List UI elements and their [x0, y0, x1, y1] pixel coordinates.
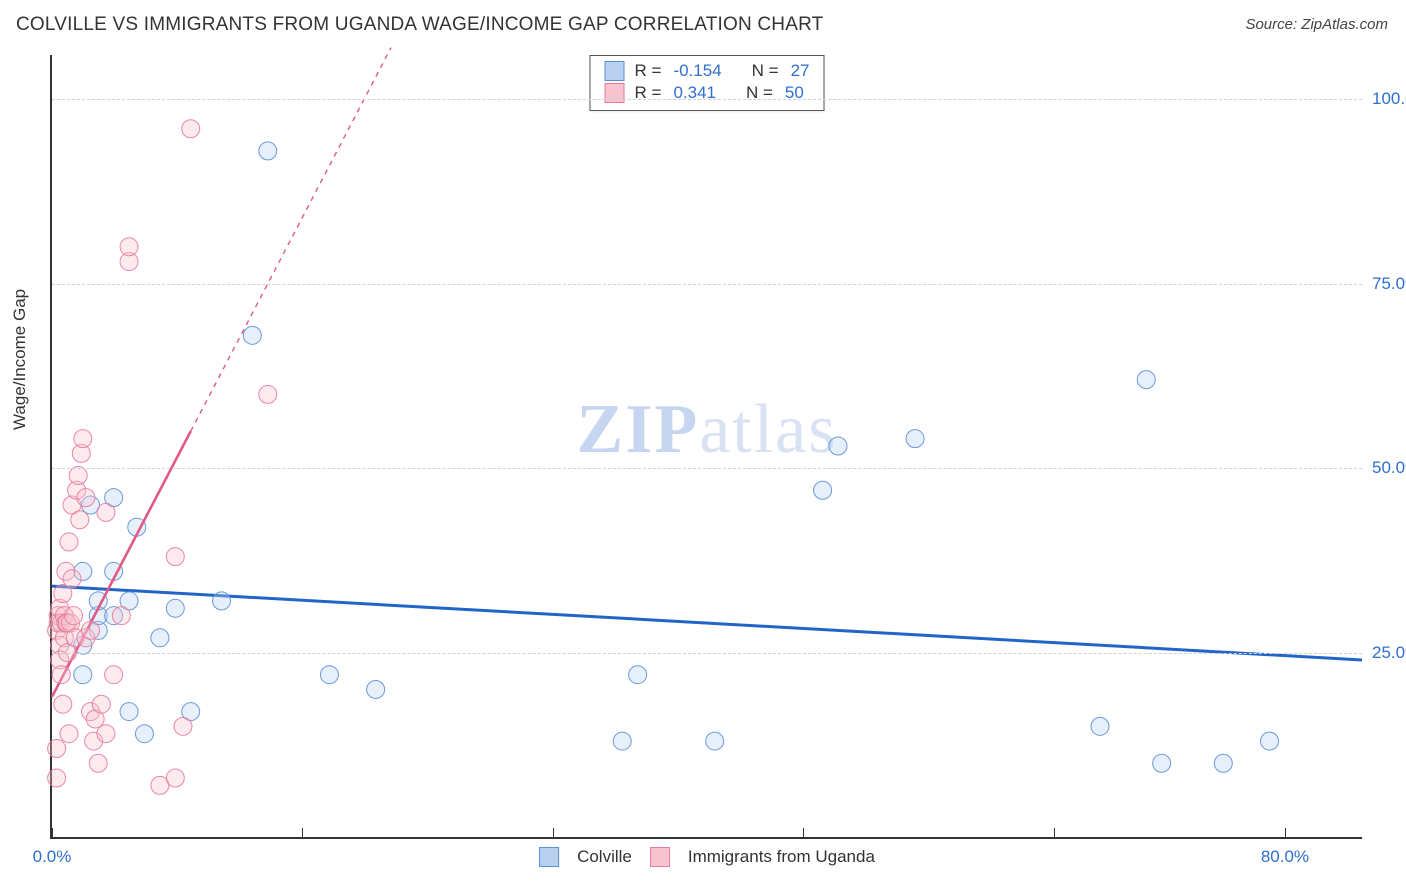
point-colville	[213, 592, 231, 610]
corr-r-label: R =	[635, 82, 662, 104]
point-uganda	[112, 607, 130, 625]
point-uganda	[97, 503, 115, 521]
point-uganda	[54, 695, 72, 713]
x-tick	[553, 828, 554, 838]
y-gridline	[52, 284, 1362, 285]
point-uganda	[74, 430, 92, 448]
corr-n-colville: 27	[791, 60, 810, 82]
point-colville	[1091, 717, 1109, 735]
point-colville	[1137, 371, 1155, 389]
point-colville	[829, 437, 847, 455]
x-tick	[1285, 828, 1286, 838]
point-colville	[1153, 754, 1171, 772]
series-label-uganda: Immigrants from Uganda	[688, 847, 875, 867]
corr-row-colville: R = -0.154 N = 27	[605, 60, 810, 82]
point-uganda	[105, 666, 123, 684]
point-uganda	[97, 725, 115, 743]
point-colville	[151, 629, 169, 647]
plot-area: ZIPatlas R = -0.154 N = 27 R = 0.341 N =…	[50, 55, 1362, 839]
point-colville	[135, 725, 153, 743]
point-uganda	[166, 548, 184, 566]
y-tick-label: 75.0%	[1372, 274, 1406, 294]
scatter-svg	[52, 55, 1362, 837]
x-tick	[52, 828, 53, 838]
swatch-uganda-b	[650, 847, 670, 867]
point-colville	[1261, 732, 1279, 750]
y-axis-label: Wage/Income Gap	[10, 289, 30, 430]
chart-title: COLVILLE VS IMMIGRANTS FROM UGANDA WAGE/…	[16, 14, 824, 36]
y-tick-label: 100.0%	[1372, 89, 1406, 109]
x-tick	[803, 828, 804, 838]
point-colville	[814, 481, 832, 499]
point-uganda	[259, 385, 277, 403]
source-attribution: Source: ZipAtlas.com	[1245, 16, 1388, 33]
point-colville	[706, 732, 724, 750]
point-colville	[906, 430, 924, 448]
corr-row-uganda: R = 0.341 N = 50	[605, 82, 810, 104]
point-colville	[243, 326, 261, 344]
x-tick-label: 80.0%	[1261, 847, 1309, 867]
corr-n-uganda: 50	[785, 82, 804, 104]
point-colville	[74, 666, 92, 684]
point-colville	[629, 666, 647, 684]
point-uganda	[120, 238, 138, 256]
swatch-colville-b	[539, 847, 559, 867]
trend-line-colville	[52, 586, 1362, 660]
point-uganda	[89, 754, 107, 772]
x-tick	[302, 828, 303, 838]
point-uganda	[60, 533, 78, 551]
point-uganda	[52, 666, 70, 684]
corr-r-colville: -0.154	[673, 60, 721, 82]
y-gridline	[52, 99, 1362, 100]
corr-n-label: N =	[746, 82, 773, 104]
x-tick-label: 0.0%	[33, 847, 72, 867]
y-gridline	[52, 468, 1362, 469]
trend-line-ext-uganda	[191, 48, 391, 432]
point-colville	[1214, 754, 1232, 772]
point-colville	[259, 142, 277, 160]
point-uganda	[174, 717, 192, 735]
point-uganda	[48, 769, 66, 787]
point-colville	[166, 599, 184, 617]
swatch-colville	[605, 61, 625, 81]
point-uganda	[77, 489, 95, 507]
point-colville	[613, 732, 631, 750]
x-tick	[1054, 828, 1055, 838]
point-uganda	[92, 695, 110, 713]
point-uganda	[166, 769, 184, 787]
y-tick-label: 50.0%	[1372, 458, 1406, 478]
point-uganda	[48, 739, 66, 757]
point-uganda	[69, 467, 87, 485]
corr-r-label: R =	[635, 60, 662, 82]
point-uganda	[71, 511, 89, 529]
series-legend: Colville Immigrants from Uganda	[539, 847, 875, 867]
point-uganda	[63, 570, 81, 588]
point-uganda	[182, 120, 200, 138]
series-label-colville: Colville	[577, 847, 632, 867]
point-colville	[367, 680, 385, 698]
point-colville	[320, 666, 338, 684]
point-colville	[120, 703, 138, 721]
correlation-legend: R = -0.154 N = 27 R = 0.341 N = 50	[590, 55, 825, 111]
point-uganda	[60, 725, 78, 743]
corr-n-label: N =	[752, 60, 779, 82]
y-tick-label: 25.0%	[1372, 643, 1406, 663]
y-gridline	[52, 653, 1362, 654]
corr-r-uganda: 0.341	[673, 82, 716, 104]
point-uganda	[65, 607, 83, 625]
point-uganda	[82, 621, 100, 639]
